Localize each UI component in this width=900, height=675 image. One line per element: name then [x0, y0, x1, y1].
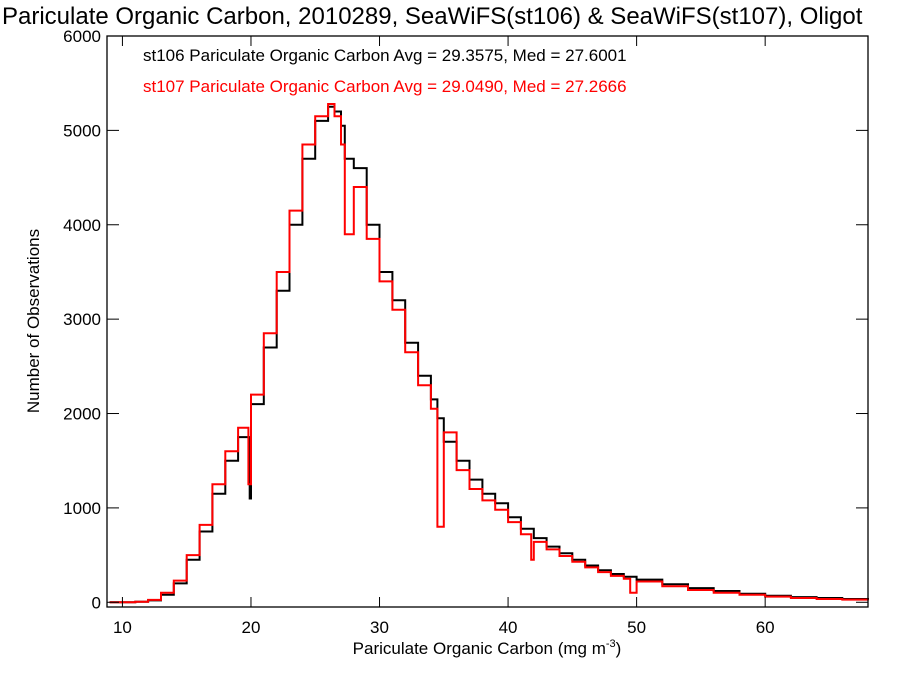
series-line-st107: [109, 103, 869, 604]
x-axis-label-main: Pariculate Organic Carbon (mg m: [353, 639, 606, 658]
y-tick-label-2000: 2000: [63, 405, 101, 424]
x-axis-label: Pariculate Organic Carbon (mg m-3): [353, 638, 622, 658]
legend-entry-st107: st107 Pariculate Organic Carbon Avg = 29…: [143, 77, 627, 96]
series-line-st106: [109, 105, 869, 604]
x-axis-label-superscript: -3: [606, 638, 616, 650]
y-tick-label-1000: 1000: [63, 499, 101, 518]
x-tick-label-40: 40: [499, 618, 518, 637]
x-axis-label-end: ): [616, 639, 622, 658]
legend: st106 Pariculate Organic Carbon Avg = 29…: [143, 46, 627, 96]
chart-title: Pariculate Organic Carbon, 2010289, SeaW…: [2, 3, 863, 30]
legend-entry-st106: st106 Pariculate Organic Carbon Avg = 29…: [143, 46, 627, 65]
series-layer: [109, 103, 869, 604]
y-tick-label-4000: 4000: [63, 216, 101, 235]
plot-frame: [106, 35, 869, 608]
y-tick-label-5000: 5000: [63, 121, 101, 140]
x-tick-label-30: 30: [370, 618, 389, 637]
x-tick-label-10: 10: [113, 618, 132, 637]
x-axis-ticks: 10 20 30 40 50 60: [113, 36, 775, 637]
x-tick-label-60: 60: [756, 618, 775, 637]
x-tick-label-50: 50: [627, 618, 646, 637]
y-tick-label-6000: 6000: [63, 27, 101, 46]
x-tick-label-20: 20: [242, 618, 261, 637]
y-axis-ticks: 0 1000 2000 3000 4000 5000 6000: [63, 27, 868, 612]
y-axis-label: Number of Observations: [24, 229, 43, 413]
y-tick-label-3000: 3000: [63, 310, 101, 329]
y-tick-label-0: 0: [92, 593, 101, 612]
